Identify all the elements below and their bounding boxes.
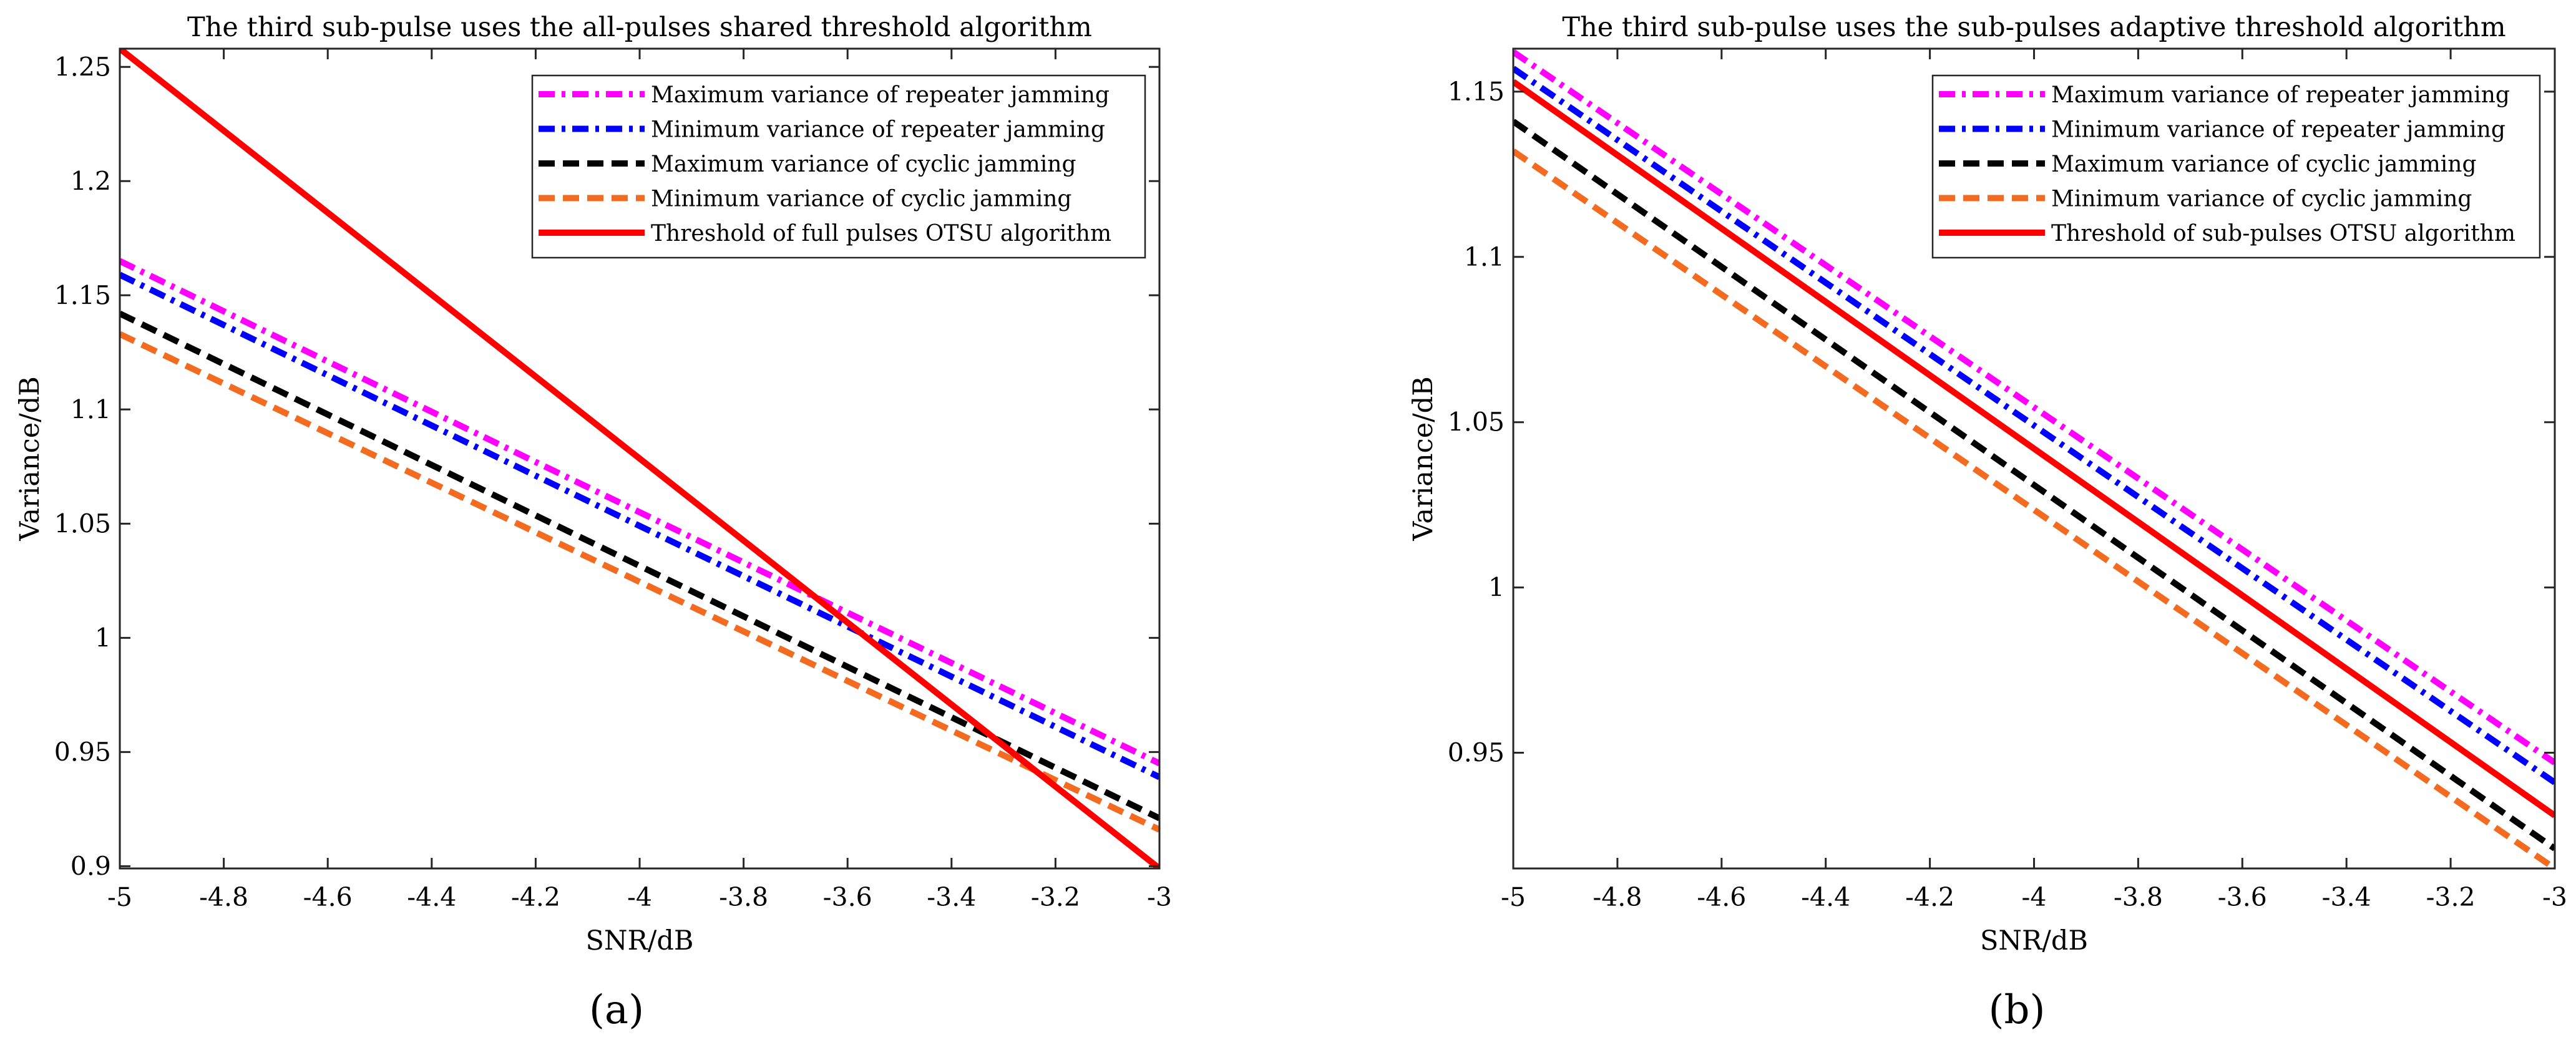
x-axis-label: SNR/dB bbox=[1980, 925, 2088, 956]
y-tick-label: 1.05 bbox=[1448, 407, 1505, 437]
x-tick-label: -4 bbox=[2022, 882, 2047, 912]
x-tick-label: -3.6 bbox=[2218, 882, 2267, 912]
y-axis-label: Variance/dB bbox=[1408, 376, 1439, 542]
y-tick-label: 1 bbox=[95, 623, 111, 653]
x-tick-label: -4.8 bbox=[199, 882, 248, 912]
x-tick-label: -4.4 bbox=[1801, 882, 1850, 912]
chart-title: The third sub-pulse uses the all-pulses … bbox=[187, 12, 1092, 43]
legend-label: Maximum variance of cyclic jamming bbox=[2051, 152, 2477, 177]
y-tick-label: 0.95 bbox=[54, 737, 111, 767]
y-tick-label: 0.95 bbox=[1448, 738, 1505, 768]
legend-label: Minimum variance of cyclic jamming bbox=[651, 187, 1071, 212]
y-tick-label: 1 bbox=[1488, 573, 1505, 603]
x-tick-label: -3.4 bbox=[927, 882, 976, 912]
y-axis-label: Variance/dB bbox=[14, 376, 46, 542]
x-tick-label: -4.4 bbox=[407, 882, 456, 912]
y-tick-label: 1.05 bbox=[54, 508, 111, 538]
legend-label: Maximum variance of repeater jamming bbox=[2051, 82, 2510, 108]
legend-label: Minimum variance of cyclic jamming bbox=[2051, 187, 2472, 212]
x-tick-label: -4 bbox=[627, 882, 652, 912]
x-tick-label: -3.6 bbox=[823, 882, 872, 912]
panel-label: (b) bbox=[1989, 987, 2046, 1033]
series-line-2 bbox=[120, 271, 1159, 780]
chart-panel-b: -5 -4.8 -4.6 -4.4 -4.2 -4 -3.8 -3.6 -3.4 -3.2 -3 0.… bbox=[1408, 12, 2567, 1033]
series-line-4 bbox=[1513, 148, 2555, 868]
series-line-1 bbox=[1513, 49, 2555, 766]
chart-panel-a: -5 -4.8 -4.6 -4.4 -4.2 -4 -3.8 -3.6 -3.4 -3.2 -3 0.… bbox=[14, 12, 1172, 1033]
x-tick-label: -3.8 bbox=[2114, 882, 2163, 912]
x-tick-label: -3 bbox=[1147, 882, 1172, 912]
x-tick-label: -3.4 bbox=[2322, 882, 2371, 912]
y-tick-label: 1.25 bbox=[54, 52, 111, 82]
y-tick-label: 0.9 bbox=[71, 851, 111, 881]
series-line-3 bbox=[1513, 119, 2555, 852]
legend-label: Minimum variance of repeater jamming bbox=[651, 117, 1105, 143]
y-tick-label: 1.1 bbox=[71, 394, 111, 424]
legend-label: Threshold of sub-pulses OTSU algorithm bbox=[2051, 221, 2515, 246]
x-tick-label: -3.8 bbox=[719, 882, 768, 912]
legend-label: Threshold of full pulses OTSU algorithm bbox=[651, 221, 1111, 246]
legend: Maximum variance of repeater jamming Mini… bbox=[531, 74, 1146, 259]
y-tick-label: 1.2 bbox=[71, 166, 111, 196]
series-line-2 bbox=[1513, 66, 2555, 785]
y-tick-label: 1.1 bbox=[1464, 242, 1505, 272]
x-tick-label: -4.2 bbox=[1905, 882, 1954, 912]
legend-box bbox=[531, 74, 1146, 259]
x-tick-label: -4.6 bbox=[1697, 882, 1746, 912]
x-tick-label: -3.2 bbox=[2426, 882, 2476, 912]
x-tick-label: -3.2 bbox=[1031, 882, 1080, 912]
legend-label: Maximum variance of repeater jamming bbox=[651, 82, 1110, 108]
x-tick-label: -3 bbox=[2542, 882, 2567, 912]
y-tick-label: 1.15 bbox=[54, 280, 111, 310]
x-tick-label: -5 bbox=[1501, 882, 1526, 912]
panel-label: (a) bbox=[589, 987, 644, 1033]
y-tick-label: 1.15 bbox=[1448, 77, 1505, 107]
x-tick-label: -4.2 bbox=[511, 882, 560, 912]
series-group bbox=[1513, 49, 2555, 868]
chart-title: The third sub-pulse uses the sub-pulses … bbox=[1562, 12, 2505, 43]
x-tick-label: -4.6 bbox=[303, 882, 353, 912]
legend-label: Minimum variance of repeater jamming bbox=[2051, 117, 2505, 143]
series-line-5 bbox=[120, 49, 1159, 868]
x-axis-label: SNR/dB bbox=[585, 925, 693, 956]
x-tick-label: -4.8 bbox=[1593, 882, 1642, 912]
x-tick-label: -5 bbox=[107, 882, 132, 912]
legend-label: Maximum variance of cyclic jamming bbox=[651, 152, 1076, 177]
series-group bbox=[120, 49, 1159, 868]
series-line-4 bbox=[120, 331, 1159, 833]
legend-box bbox=[1931, 74, 2541, 259]
legend: Maximum variance of repeater jamming Mini… bbox=[1931, 74, 2541, 259]
series-line-5 bbox=[1513, 79, 2555, 819]
series-line-1 bbox=[120, 258, 1159, 767]
